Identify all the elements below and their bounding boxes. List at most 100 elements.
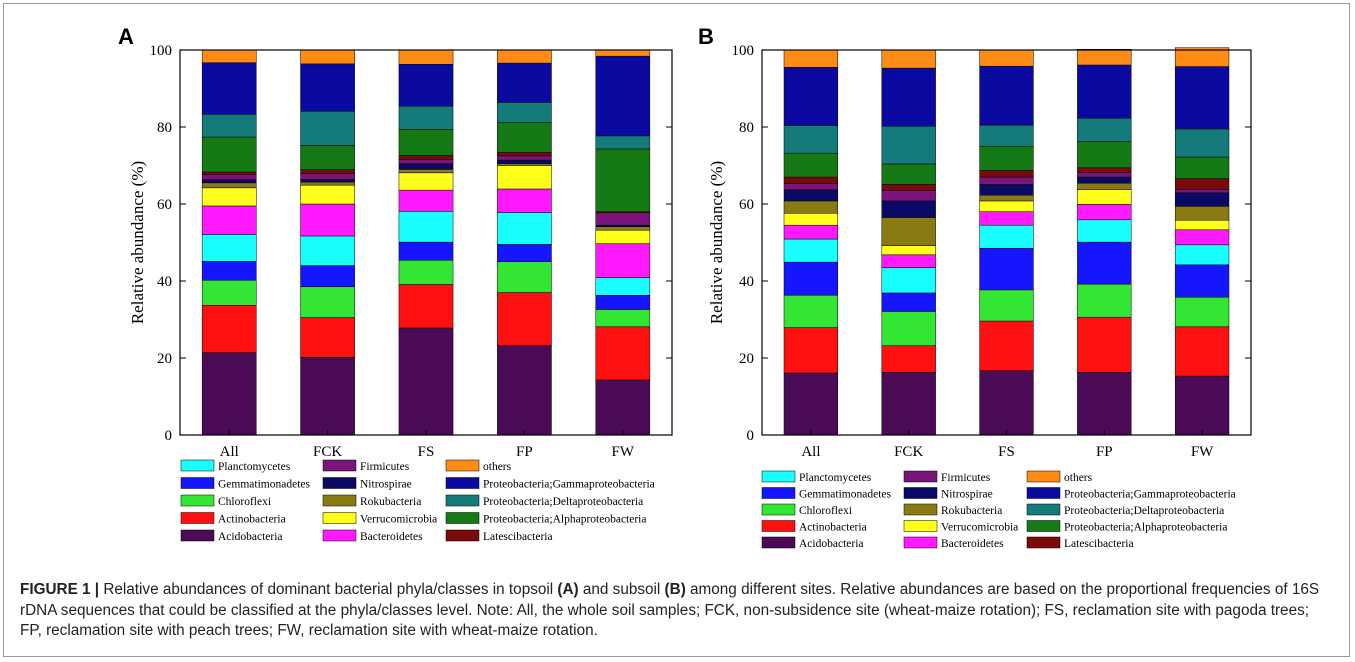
caption-text-1: Relative abundances of dominant bacteria… (99, 581, 558, 598)
bar-b-fs-actinobacteria (979, 320, 1034, 371)
bar-a-fp-gemmatimonadetes (497, 244, 552, 262)
bar-a-fp-bacteroidetes (497, 188, 552, 213)
bar-a-fs-rokubacteria (398, 169, 454, 174)
bar-b-fp-proteobacteria-gammaproteobacteria (1077, 64, 1132, 119)
legend-label-a-others: others (483, 461, 512, 473)
figure-frame (3, 3, 1350, 657)
y-tick-label-b-20: 20 (739, 351, 754, 367)
bar-b-fw-proteobacteria-deltaproteobacteria (1174, 128, 1230, 158)
legend-swatch-b-acidobacteria (761, 536, 796, 549)
bar-a-fw-proteobacteria-alphaproteobacteria (595, 148, 651, 212)
bar-b-fw-actinobacteria (1174, 326, 1230, 377)
legend-swatch-b-verrucomicrobia (903, 520, 938, 532)
bar-b-fp-latescibacteria (1077, 167, 1132, 173)
bar-b-fck-gemmatimonadetes (881, 292, 936, 312)
bar-b-all-planctomycetes (783, 238, 839, 263)
bar-a-fw-actinobacteria (595, 326, 651, 381)
bar-a-fck-latescibacteria (300, 169, 355, 174)
bar-a-all-chloroflexi (201, 279, 257, 306)
x-tick-label-a-fw: FW (612, 444, 635, 460)
legend-swatch-a-proteobacteria-alphaproteobacteria (445, 512, 480, 524)
bar-b-fw-proteobacteria-alphaproteobacteria (1174, 156, 1230, 179)
legend-label-a-chloroflexi: Chloroflexi (218, 496, 271, 508)
bar-b-all-others (783, 49, 839, 68)
legend-label-b-actinobacteria: Actinobacteria (799, 522, 867, 534)
bar-a-fck-actinobacteria (300, 317, 355, 358)
y-tick-label-b-100: 100 (732, 43, 755, 59)
bar-b-fs-gemmatimonadetes (979, 248, 1034, 291)
bar-a-fck-proteobacteria-gammaproteobacteria (300, 63, 355, 112)
bar-b-fw-planctomycetes (1174, 244, 1230, 266)
legend-swatch-a-verrucomicrobia (322, 512, 357, 524)
legend-swatch-b-proteobacteria-deltaproteobacteria (1026, 503, 1061, 516)
legend-label-b-nitrospirae: Nitrospirae (941, 489, 993, 501)
y-tick-label-a-40: 40 (157, 274, 172, 290)
bar-b-all-chloroflexi (783, 295, 839, 328)
legend-swatch-b-proteobacteria-gammaproteobacteria (1026, 487, 1061, 499)
bar-a-fp-latescibacteria (497, 152, 552, 157)
bar-a-fck-firmicutes (300, 173, 355, 180)
bar-a-fs-nitrospirae (398, 163, 454, 170)
bar-a-fp-firmicutes (497, 155, 552, 161)
y-tick-label-b-0: 0 (747, 428, 755, 444)
bar-a-all-proteobacteria-alphaproteobacteria (201, 136, 257, 173)
bar-b-fw-latescibacteria (1174, 178, 1230, 190)
bar-a-fw-proteobacteria-gammaproteobacteria (595, 55, 651, 137)
bar-a-fp-rokubacteria (497, 163, 552, 166)
bar-b-fp-bacteroidetes (1077, 204, 1132, 221)
legend-label-a-proteobacteria-gammaproteobacteria: Proteobacteria;Gammaproteobacteria (483, 479, 655, 491)
legend-label-a-latescibacteria: Latescibacteria (483, 531, 553, 543)
x-tick-label-b-fw: FW (1191, 444, 1214, 460)
caption-text-2: and subsoil (578, 581, 665, 598)
bar-b-all-proteobacteria-gammaproteobacteria (783, 67, 839, 126)
legend-swatch-b-actinobacteria (761, 520, 796, 532)
legend-a: Planctomycetes Gemmatimonadetes Chloroflex… (180, 459, 655, 543)
bar-b-fck-rokubacteria (881, 217, 936, 246)
legend-label-a-gemmatimonadetes: Gemmatimonadetes (218, 479, 310, 491)
legend-swatch-b-bacteroidetes (903, 536, 938, 549)
bar-b-all-bacteroidetes (783, 224, 839, 240)
bar-b-fp-verrucomicrobia (1077, 189, 1132, 205)
bar-b-fw-gemmatimonadetes (1174, 264, 1230, 298)
plot-frame-a (179, 49, 673, 436)
bar-a-fck-gemmatimonadetes (300, 265, 355, 288)
bar-b-fck-planctomycetes (881, 267, 936, 294)
legend-b: Planctomycetes Gemmatimonadetes Chloroflex… (761, 470, 1236, 550)
bar-b-all-proteobacteria-alphaproteobacteria (783, 152, 839, 178)
bar-a-fw-planctomycetes (595, 277, 651, 296)
bar-a-fw-verrucomicrobia (595, 229, 651, 244)
bar-a-fs-actinobacteria (398, 284, 454, 329)
bar-a-fp-planctomycetes (497, 212, 552, 245)
figure-caption: FIGURE 1 | Relative abundances of domina… (20, 580, 1335, 642)
bar-a-fs-gemmatimonadetes (398, 241, 454, 261)
legend-swatch-b-rokubacteria (903, 503, 938, 516)
bar-b-fp-nitrospirae (1077, 176, 1132, 184)
bar-a-fw-firmicutes (595, 212, 651, 226)
bar-b-fck-proteobacteria-alphaproteobacteria (881, 163, 936, 185)
bar-b-fp-firmicutes (1077, 172, 1132, 178)
bar-a-fck-acidobacteria (300, 356, 355, 436)
legend-swatch-a-proteobacteria-deltaproteobacteria (445, 494, 480, 507)
bar-a-all-actinobacteria (201, 305, 257, 353)
bar-b-fck-verrucomicrobia (881, 245, 936, 256)
bar-b-fp-proteobacteria-deltaproteobacteria (1077, 117, 1132, 142)
bar-a-fp-proteobacteria-alphaproteobacteria (497, 122, 552, 153)
legend-label-b-verrucomicrobia: Verrucomicrobia (941, 522, 1018, 534)
legend-swatch-a-nitrospirae (322, 477, 357, 489)
legend-label-b-bacteroidetes: Bacteroidetes (941, 538, 1004, 550)
legend-label-a-nitrospirae: Nitrospirae (360, 479, 412, 491)
bar-b-fs-verrucomicrobia (979, 200, 1034, 212)
y-tick-label-a-0: 0 (165, 428, 173, 444)
caption-text-3: among different sites. Relative abundanc… (20, 581, 1320, 639)
bar-a-fck-planctomycetes (300, 235, 355, 266)
bar-b-fck-others (881, 49, 936, 69)
bar-b-fp-proteobacteria-alphaproteobacteria (1077, 141, 1132, 169)
bar-b-fp-acidobacteria (1077, 372, 1132, 436)
legend-label-b-gemmatimonadetes: Gemmatimonadetes (799, 489, 891, 501)
legend-swatch-b-latescibacteria (1026, 536, 1061, 549)
bar-b-fck-chloroflexi (881, 311, 936, 346)
bar-b-all-nitrospirae (783, 189, 839, 202)
bar-a-fw-proteobacteria-deltaproteobacteria (595, 135, 651, 150)
x-tick-label-a-all: All (220, 444, 239, 460)
legend-label-a-firmicutes: Firmicutes (360, 461, 410, 473)
